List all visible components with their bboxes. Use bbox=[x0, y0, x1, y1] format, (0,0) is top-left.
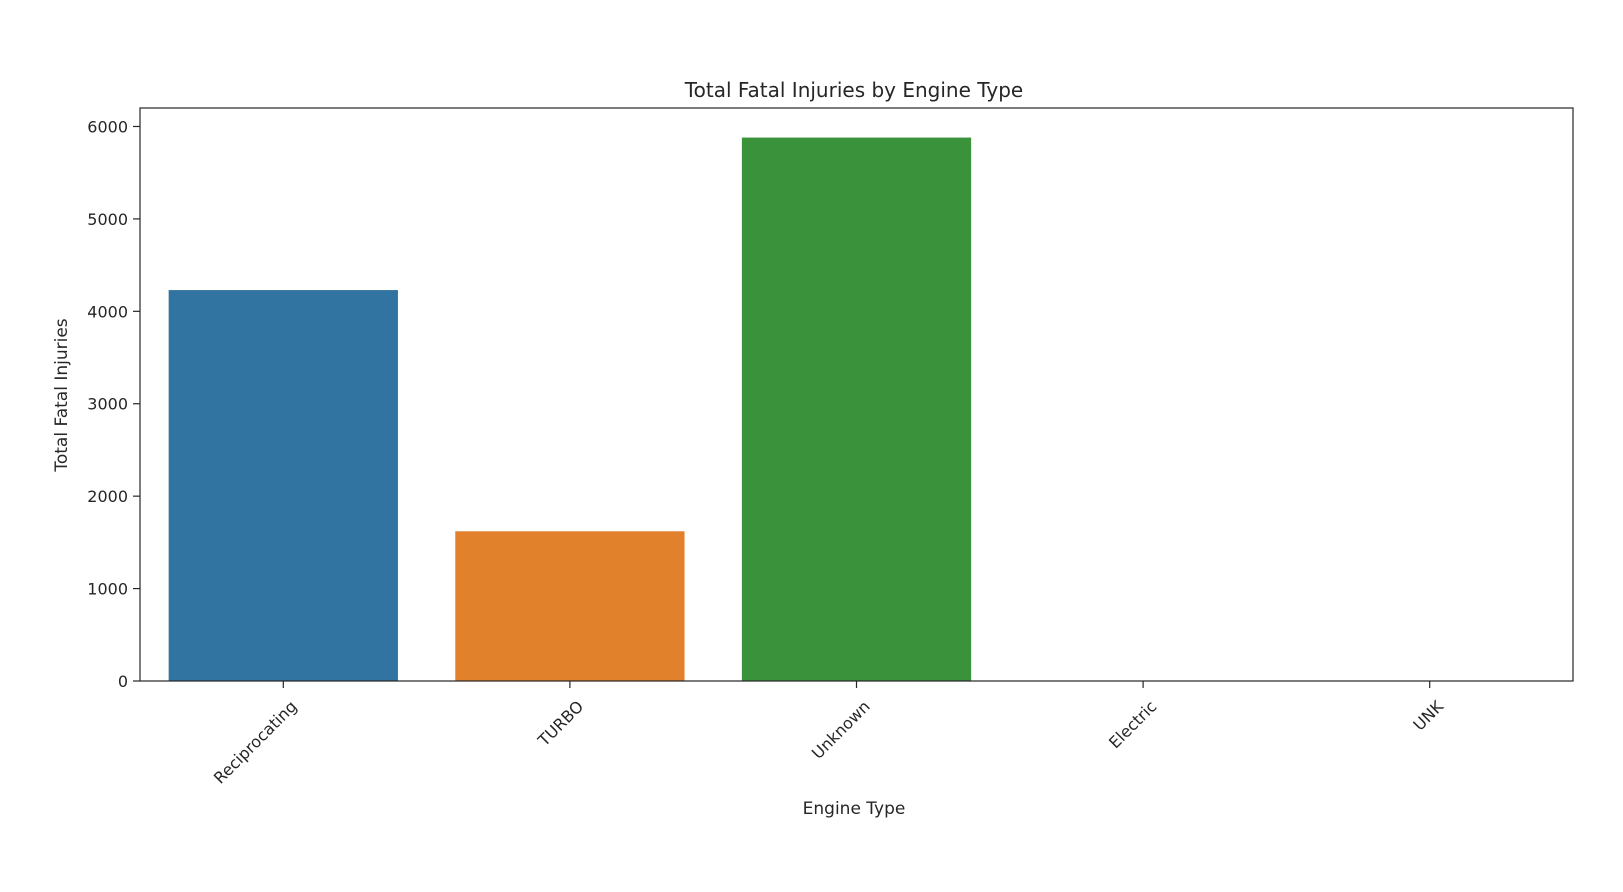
y-tick-label: 0 bbox=[118, 672, 128, 691]
x-tick-label-electric: Electric bbox=[1105, 697, 1160, 752]
y-axis-ticks: 0 1000 2000 3000 4000 5000 6000 bbox=[87, 117, 140, 691]
y-axis-label: Total Fatal Injuries bbox=[52, 318, 72, 472]
chart-title: Total Fatal Injuries by Engine Type bbox=[684, 78, 1023, 102]
plot-frame bbox=[139, 107, 1574, 682]
bar-unknown bbox=[741, 137, 972, 681]
x-axis-ticks: Reciprocating TURBO Unknown Electric UNK bbox=[210, 681, 1447, 788]
x-tick-label-reciprocating: Reciprocating bbox=[210, 697, 301, 788]
bars bbox=[168, 137, 972, 681]
y-tick-label: 1000 bbox=[87, 580, 128, 599]
bar-reciprocating bbox=[168, 290, 398, 681]
y-tick-label: 5000 bbox=[87, 210, 128, 229]
y-tick-label: 2000 bbox=[87, 487, 128, 506]
bar-turbo bbox=[455, 531, 685, 681]
x-tick-label-unk: UNK bbox=[1409, 697, 1447, 735]
x-axis-label: Engine Type bbox=[803, 799, 906, 819]
y-tick-label: 6000 bbox=[87, 117, 128, 136]
y-tick-label: 3000 bbox=[87, 395, 128, 414]
y-tick-label: 4000 bbox=[87, 302, 128, 321]
x-tick-label-turbo: TURBO bbox=[534, 697, 588, 751]
x-tick-label-unknown: Unknown bbox=[808, 697, 874, 763]
